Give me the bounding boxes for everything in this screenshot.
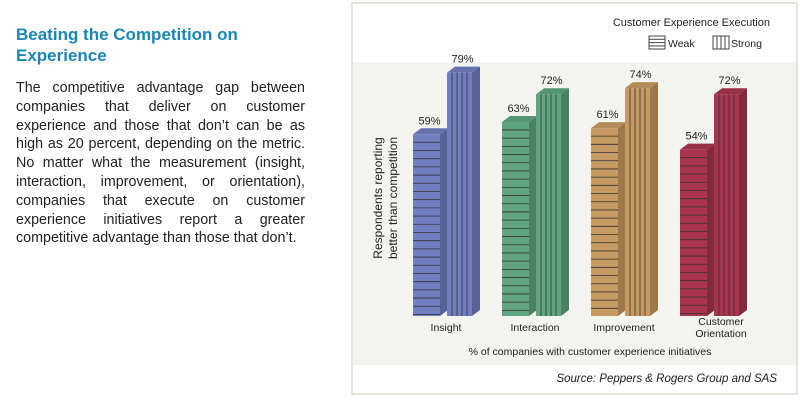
chart-source: Source: Peppers & Rogers Group and SAS <box>556 373 777 385</box>
data-label: 59% <box>418 115 440 127</box>
legend-title: Customer Experience Execution <box>613 17 770 29</box>
category-label: Orientation <box>695 328 747 340</box>
bar-side <box>739 88 747 317</box>
data-label: 72% <box>718 75 740 87</box>
bar-weak-3 <box>680 149 707 316</box>
y-axis-label-line1: Respondents reporting <box>371 137 385 258</box>
category-label: Customer <box>698 316 744 328</box>
data-label: 54% <box>685 131 707 143</box>
data-label: 79% <box>451 54 473 66</box>
bar-side <box>650 82 658 316</box>
data-label: 72% <box>540 75 562 87</box>
bar-side <box>618 122 626 317</box>
y-axis-label-line2: better than competition <box>386 137 400 259</box>
bar-strong-2 <box>625 88 650 316</box>
category-label: Interaction <box>510 322 559 334</box>
data-label: 63% <box>507 103 529 115</box>
bar-top <box>536 88 569 95</box>
bar-side <box>561 88 569 317</box>
article-title: Beating the Competition on Experience <box>16 25 238 65</box>
bar-top <box>413 128 448 135</box>
legend-label-weak: Weak <box>668 38 695 50</box>
bar-top <box>502 115 537 122</box>
bar-top <box>625 82 658 89</box>
data-label: 61% <box>596 109 618 121</box>
bar-side <box>440 128 448 316</box>
category-label: Improvement <box>593 322 654 334</box>
legend-label-strong: Strong <box>731 38 762 50</box>
bar-strong-1 <box>536 94 561 317</box>
bar-top <box>591 122 626 129</box>
bar-side <box>529 115 537 317</box>
bar-weak-0 <box>413 134 440 316</box>
category-label: Insight <box>431 322 462 334</box>
bar-side <box>707 143 715 316</box>
x-axis-label: % of companies with customer experience … <box>469 346 712 358</box>
data-label: 74% <box>629 69 651 81</box>
bar-strong-3 <box>714 94 739 317</box>
bar-side <box>472 66 480 317</box>
bar-top <box>680 143 715 150</box>
bar-weak-1 <box>502 121 529 317</box>
bar-strong-0 <box>447 72 472 317</box>
bar-top <box>447 66 480 73</box>
bar-weak-2 <box>591 128 618 316</box>
bar-top <box>714 88 747 95</box>
article-body: The competitive advantage gap between co… <box>16 80 305 247</box>
